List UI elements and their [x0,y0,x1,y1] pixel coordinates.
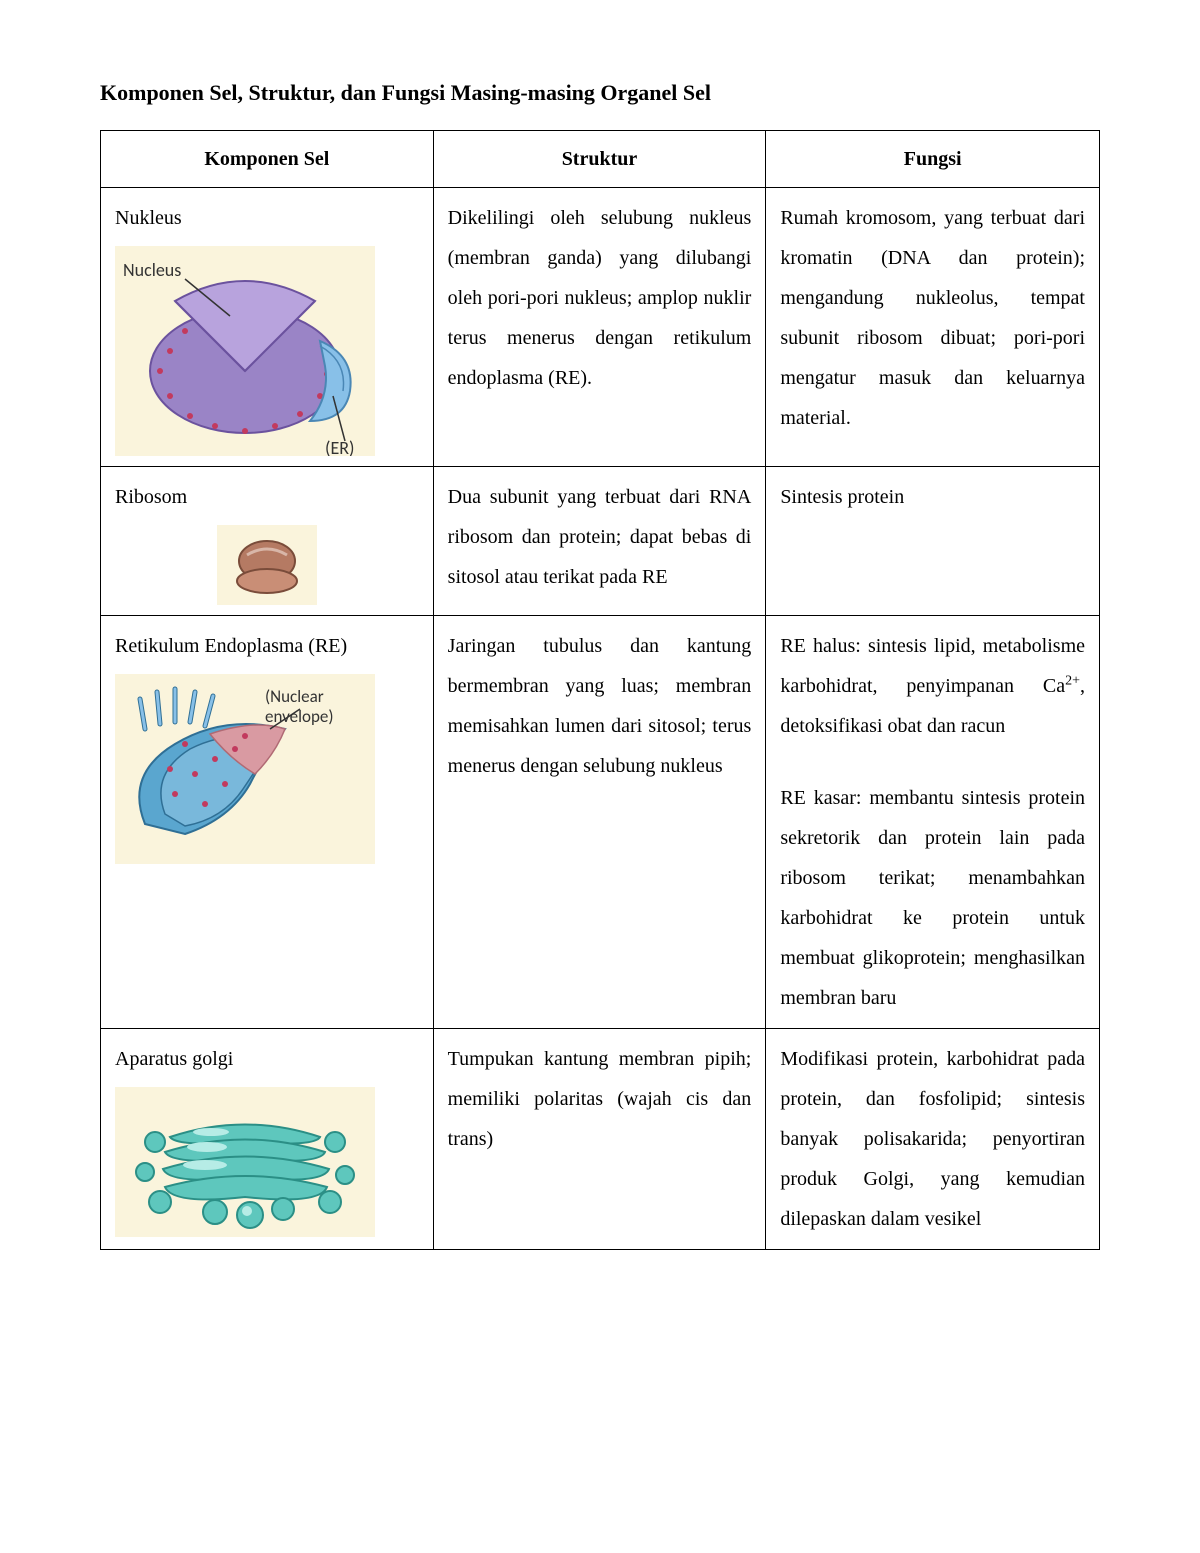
organelle-name: Aparatus golgi [115,1039,419,1079]
golgi-illustration [115,1087,375,1237]
table-header-row: Komponen Sel Struktur Fungsi [101,131,1100,188]
struktur-cell: Dua subunit yang terbuat dari RNA riboso… [433,467,766,616]
komponen-cell: Ribosom [101,467,434,616]
fungsi-er-halus-a: RE halus: sintesis lipid, metabolisme ka… [780,635,1085,697]
document-page: Komponen Sel, Struktur, dan Fungsi Masin… [0,0,1200,1553]
fungsi-cell: Rumah kromosom, yang terbuat dari kromat… [766,188,1100,467]
organelle-name: Nukleus [115,198,419,238]
fungsi-cell: Sintesis protein [766,467,1100,616]
struktur-cell: Tumpukan kantung membran pipih; memiliki… [433,1029,766,1250]
table-row: Ribosom Dua subunit yang terbuat dari RN… [101,467,1100,616]
organelle-name: Retikulum Endoplasma (RE) [115,626,419,666]
er-label-text: (ER) [325,437,354,456]
struktur-cell: Dikelilingi oleh selubung nukleus (membr… [433,188,766,467]
col-header-komponen: Komponen Sel [101,131,434,188]
komponen-cell: Aparatus golgi [101,1029,434,1250]
table-row: Retikulum Endoplasma (RE) [101,616,1100,1029]
nuclear-envelope-label-line1: (Nuclear [265,686,324,707]
organelle-name: Ribosom [115,477,419,517]
paragraph-gap [780,746,1085,778]
ribosome-illustration [217,525,317,605]
fungsi-cell: RE halus: sintesis lipid, metabolisme ka… [766,616,1100,1029]
struktur-cell: Jaringan tubulus dan kantung bermembran … [433,616,766,1029]
fungsi-cell: Modifikasi protein, karbohidrat pada pro… [766,1029,1100,1250]
fungsi-er-kasar: RE kasar: membantu sintesis protein sekr… [780,787,1085,1009]
nucleus-label-text: Nucleus [123,259,181,281]
ca-superscript: 2+ [1065,673,1080,688]
nuclear-envelope-label-line2: envelope) [265,706,334,727]
table-row: Aparatus golgi [101,1029,1100,1250]
col-header-struktur: Struktur [433,131,766,188]
komponen-cell: Retikulum Endoplasma (RE) [101,616,434,1029]
er-illustration: (Nuclear envelope) [115,674,375,864]
page-title: Komponen Sel, Struktur, dan Fungsi Masin… [100,80,1100,106]
komponen-cell: Nukleus [101,188,434,467]
nucleus-illustration: Nucleus (ER) [115,246,375,456]
table-row: Nukleus [101,188,1100,467]
col-header-fungsi: Fungsi [766,131,1100,188]
organelle-table: Komponen Sel Struktur Fungsi Nukleus [100,130,1100,1250]
